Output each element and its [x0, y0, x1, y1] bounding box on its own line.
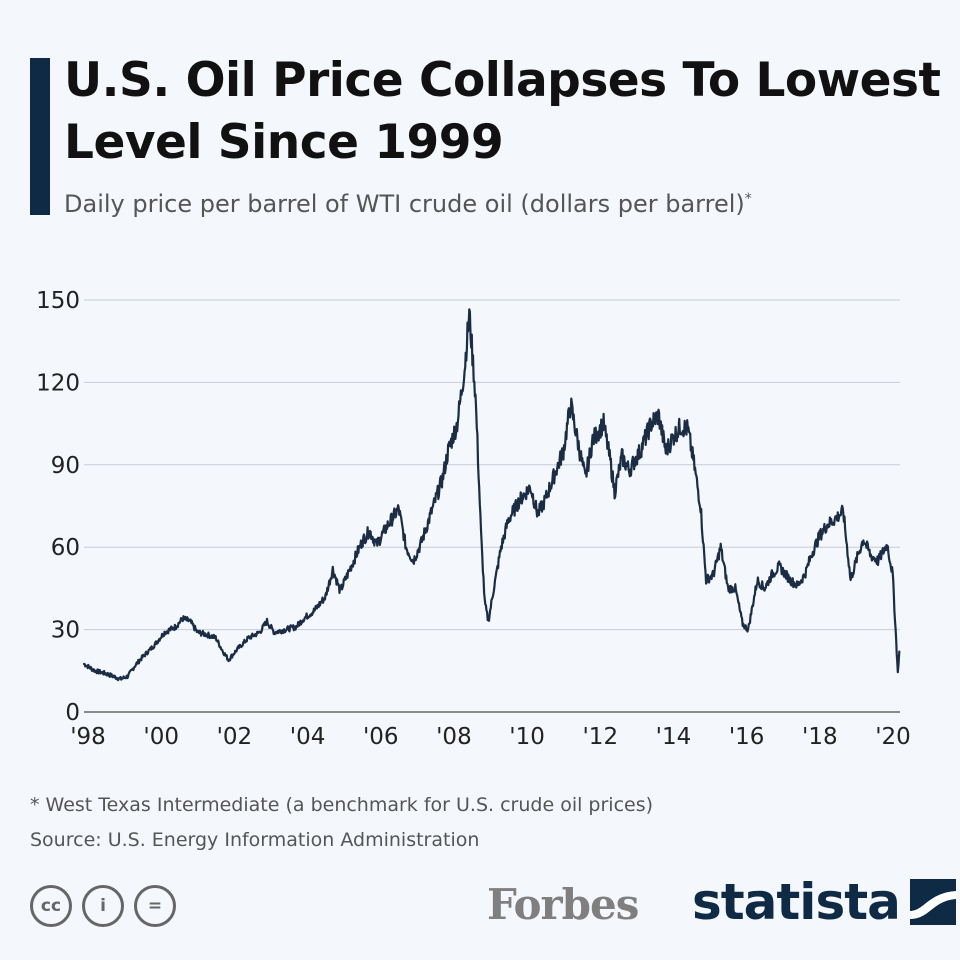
y-tick-label: 30 [51, 618, 80, 644]
x-tick-label: '12 [582, 724, 618, 750]
forbes-logo[interactable]: Forbes [487, 880, 639, 929]
x-tick-label: '20 [875, 724, 911, 750]
x-tick-label: '04 [290, 724, 326, 750]
attribution-icon[interactable]: i [82, 885, 124, 927]
footnote: * West Texas Intermediate (a benchmark f… [30, 794, 654, 816]
gridlines [84, 299, 900, 713]
creative-commons-icon[interactable]: cc [30, 885, 72, 927]
x-axis-ticks: '98 '00 '02 '04 '06 '08 '10 '12 '14 '16 '18 '20 [70, 724, 911, 750]
x-tick-label: '14 [656, 724, 692, 750]
chart-title: U.S. Oil Price Collapses To Lowest Level… [64, 53, 941, 170]
subtitle-text: Daily price per barrel of WTI crude oil … [64, 190, 745, 218]
x-tick-label: '16 [729, 724, 765, 750]
statista-mark-icon [909, 879, 956, 925]
no-derivatives-icon[interactable]: = [134, 885, 176, 927]
chart-subtitle: Daily price per barrel of WTI crude oil … [64, 190, 752, 218]
statista-wordmark: statista [692, 873, 901, 931]
source-note: Source: U.S. Energy Information Administ… [30, 829, 480, 851]
subtitle-footnote-mark: * [744, 191, 752, 207]
y-tick-label: 60 [51, 535, 80, 561]
y-tick-label: 120 [36, 370, 80, 396]
y-tick-label: 150 [36, 288, 80, 314]
series-line-wti [82, 308, 901, 682]
x-tick-label: '98 [70, 724, 106, 750]
y-axis-ticks: 0 30 60 90 120 150 [36, 288, 80, 726]
statista-logo[interactable]: statista [692, 872, 956, 932]
oil-price-line-chart: 0 30 60 90 120 150 '98 '00 '02 '04 '06 '08 '10 '12 '1… [36, 288, 911, 750]
x-tick-label: '00 [143, 724, 179, 750]
x-tick-label: '02 [217, 724, 253, 750]
x-tick-label: '18 [802, 724, 838, 750]
title-accent-bar [30, 58, 50, 215]
x-tick-label: '08 [436, 724, 472, 750]
x-tick-label: '06 [363, 724, 399, 750]
y-tick-label: 90 [51, 453, 80, 479]
x-tick-label: '10 [509, 724, 545, 750]
license-icons: cc i = [30, 885, 176, 931]
y-tick-label: 0 [65, 700, 80, 726]
